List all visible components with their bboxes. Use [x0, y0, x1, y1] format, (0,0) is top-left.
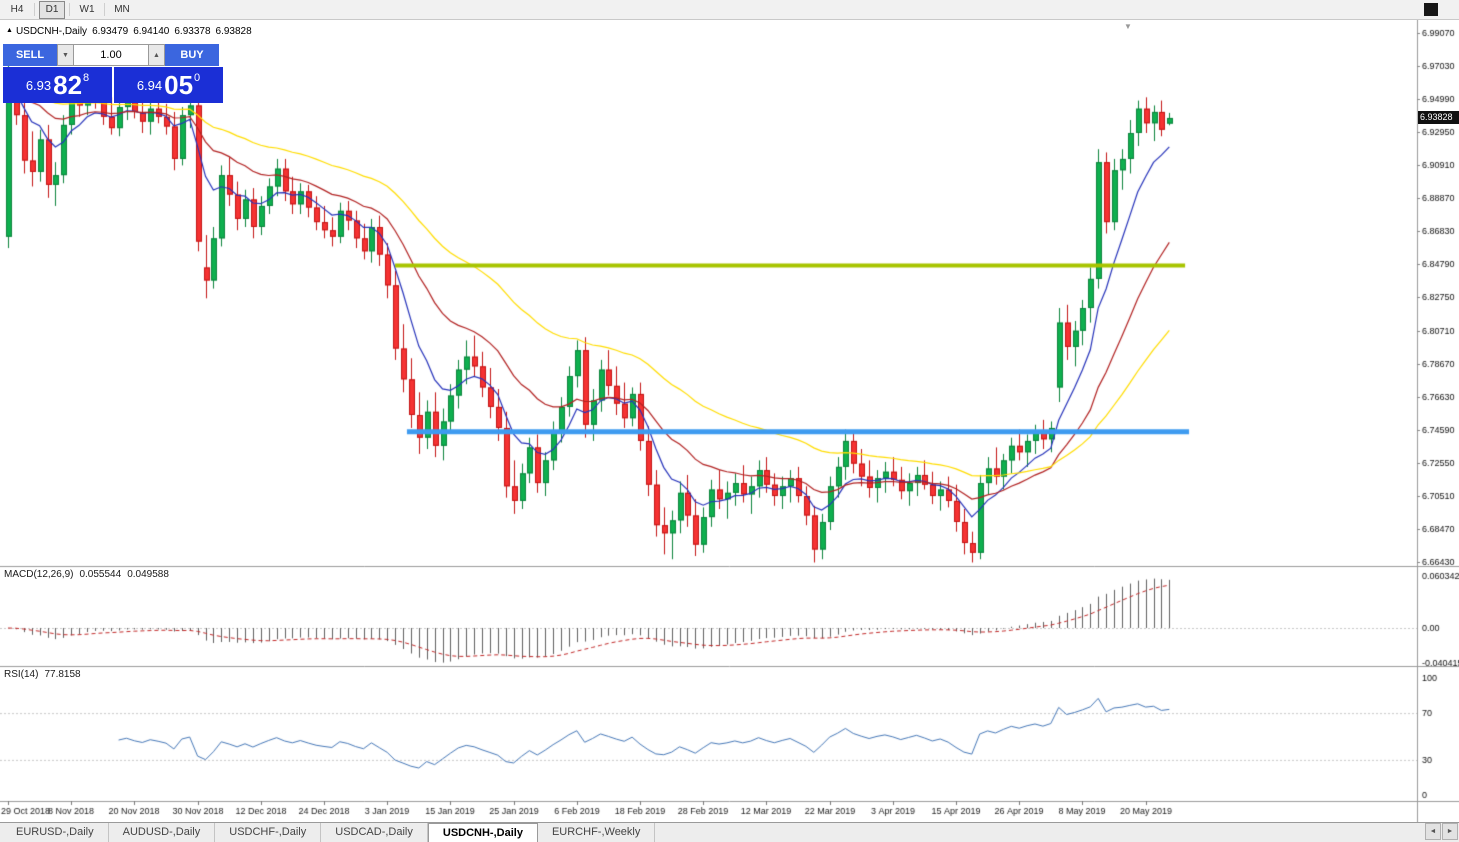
timeframe-button-mn[interactable]: MN: [114, 3, 130, 15]
sell-price-small: 6.93: [25, 77, 52, 93]
symbol-tab-usdchf-daily[interactable]: USDCHF-,Daily: [215, 823, 322, 842]
buy-price-small: 6.94: [136, 77, 163, 93]
spinner-up-icon: ▲: [153, 51, 160, 59]
macd-signal-value: 0.049588: [127, 569, 169, 580]
buy-price-sup: 0: [194, 72, 201, 84]
ohlc-open: 6.93479: [92, 26, 129, 37]
chart-shift-marker-icon[interactable]: ▼: [1124, 22, 1132, 31]
toolbar-separator: [104, 3, 105, 16]
tab-scroll-buttons: ◄ ►: [1424, 823, 1458, 840]
toolbar-black-square[interactable]: [1424, 3, 1438, 16]
symbol-tab-usdcnh-daily[interactable]: USDCNH-,Daily: [427, 823, 538, 842]
timeframe-button-h4[interactable]: H4: [10, 3, 24, 15]
buy-price-big: 05: [164, 70, 194, 100]
symbol-marker-icon: ▲: [6, 27, 13, 34]
chart-info-line: ▲ USDCNH-,Daily 6.93479 6.94140 6.93378 6.938…: [6, 26, 252, 37]
sell-price-display[interactable]: 6.93 82 8: [3, 67, 112, 103]
sell-button[interactable]: SELL: [3, 44, 57, 66]
toolbar-separator: [69, 3, 70, 16]
buy-price-display[interactable]: 6.94 05 0: [114, 67, 223, 103]
symbol-tab-bar: EURUSD-,Daily AUDUSD-,Daily USDCHF-,Daily U…: [0, 822, 1459, 842]
ohlc-close: 6.93828: [215, 26, 252, 37]
chart-symbol-label: USDCNH-,Daily: [15, 26, 88, 37]
sell-price-big: 82: [53, 70, 83, 100]
timeframe-toolbar: H4 D1 W1 MN: [0, 0, 1459, 20]
sell-price-sup: 8: [83, 72, 90, 84]
tab-scroll-left-icon[interactable]: ◄: [1425, 823, 1441, 840]
rsi-name: RSI(14): [4, 669, 39, 680]
volume-decrease-button[interactable]: ▼: [57, 44, 74, 66]
volume-increase-button[interactable]: ▲: [148, 44, 165, 66]
timeframe-button-w1[interactable]: W1: [79, 3, 95, 15]
macd-name: MACD(12,26,9): [4, 569, 74, 580]
macd-indicator-label: MACD(12,26,9) 0.055544 0.049588: [4, 569, 169, 580]
tab-scroll-right-icon[interactable]: ►: [1442, 823, 1458, 840]
buy-button[interactable]: BUY: [165, 44, 219, 66]
timeframe-button-d1[interactable]: D1: [39, 0, 65, 19]
macd-main-value: 0.055544: [79, 569, 122, 580]
symbol-tab-audusd-daily[interactable]: AUDUSD-,Daily: [109, 823, 216, 842]
ohlc-high: 6.94140: [133, 26, 170, 37]
current-price-tag: 6.93828: [1418, 110, 1459, 124]
volume-input[interactable]: [74, 44, 148, 66]
toolbar-separator: [34, 3, 35, 16]
symbol-tab-eurusd-daily[interactable]: EURUSD-,Daily: [2, 823, 109, 842]
symbol-tab-usdcad-daily[interactable]: USDCAD-,Daily: [321, 823, 428, 842]
rsi-indicator-label: RSI(14) 77.8158: [4, 669, 81, 680]
rsi-value: 77.8158: [44, 669, 81, 680]
symbol-tab-eurchf-weekly[interactable]: EURCHF-,Weekly: [538, 823, 656, 842]
ohlc-low: 6.93378: [174, 26, 211, 37]
spinner-down-icon: ▼: [62, 51, 69, 59]
chart-canvas[interactable]: [0, 20, 1459, 822]
